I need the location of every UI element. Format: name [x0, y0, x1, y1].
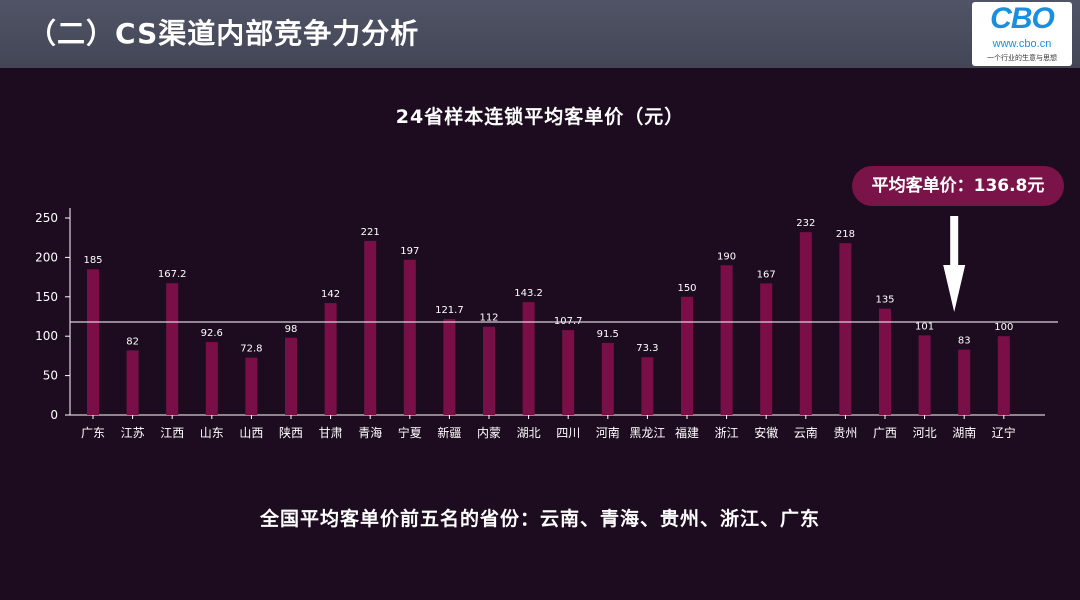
bar — [166, 283, 179, 415]
down-arrow-icon — [943, 265, 966, 312]
bar — [641, 357, 654, 415]
bar-value-label: 190 — [717, 251, 736, 262]
x-category-label: 新疆 — [437, 425, 461, 440]
x-category-label: 河南 — [596, 425, 620, 440]
bar — [879, 308, 891, 415]
x-category-label: 浙江 — [715, 426, 739, 440]
bar-value-label: 232 — [796, 218, 815, 229]
bar-value-label: 121.7 — [435, 305, 464, 316]
bar — [601, 342, 614, 415]
bar-value-label: 167.2 — [158, 269, 187, 280]
bar-value-label: 72.8 — [240, 344, 262, 355]
y-tick-label: 250 — [35, 211, 58, 225]
bar — [205, 342, 218, 415]
x-category-label: 贵州 — [833, 426, 857, 440]
y-tick-label: 150 — [35, 290, 58, 304]
average-callout: 平均客单价：136.8元 — [852, 166, 1064, 206]
x-category-label: 甘肃 — [319, 426, 343, 440]
slide-header: （二）CS渠道内部竞争力分析 CBO www.cbo.cn 一个行业的生意与思想 — [0, 0, 1080, 68]
cbo-logo: CBO www.cbo.cn 一个行业的生意与思想 — [972, 2, 1072, 66]
bar — [245, 357, 258, 415]
y-tick-label: 100 — [35, 329, 58, 343]
bar-value-label: 142 — [321, 289, 340, 300]
bar — [443, 319, 456, 415]
bar-value-label: 143.2 — [514, 288, 543, 299]
bar — [364, 240, 377, 415]
logo-mark: CBO — [990, 2, 1055, 35]
x-category-label: 辽宁 — [992, 425, 1016, 440]
slide-title: （二）CS渠道内部竞争力分析 — [28, 17, 420, 50]
bar-value-label: 167 — [757, 269, 776, 280]
chart-title: 24省样本连锁平均客单价（元） — [395, 106, 685, 128]
bar-value-label: 91.5 — [597, 329, 619, 340]
bar — [839, 243, 852, 415]
bar — [562, 330, 575, 415]
x-category-label: 安徽 — [754, 425, 778, 440]
bar-value-label: 92.6 — [201, 328, 223, 339]
x-category-label: 江西 — [160, 426, 184, 440]
logo-slogan: 一个行业的生意与思想 — [987, 54, 1057, 62]
down-arrow-shaft — [950, 216, 959, 266]
x-category-label: 陕西 — [279, 425, 303, 440]
bar — [681, 296, 693, 415]
x-category-label: 河北 — [913, 426, 937, 440]
x-category-label: 山东 — [200, 426, 224, 440]
bar-value-label: 83 — [958, 336, 971, 347]
x-category-label: 黑龙江 — [629, 426, 665, 440]
bar-value-label: 197 — [400, 246, 419, 257]
bar — [720, 265, 733, 415]
bar — [403, 259, 416, 415]
bar-value-label: 100 — [994, 322, 1013, 333]
x-category-label: 湖南 — [952, 425, 976, 440]
bar-value-label: 135 — [875, 295, 894, 306]
bar-value-label: 82 — [126, 336, 139, 347]
top-five-note: 全国平均客单价前五名的省份：云南、青海、贵州、浙江、广东 — [259, 508, 820, 530]
bar-value-label: 150 — [677, 283, 696, 294]
bar — [126, 350, 139, 415]
x-category-label: 四川 — [556, 426, 580, 440]
x-category-label: 湖北 — [517, 425, 541, 440]
bar — [997, 336, 1010, 415]
bar — [918, 335, 931, 415]
x-category-label: 青海 — [358, 425, 382, 440]
bar — [324, 303, 337, 415]
bar-value-label: 112 — [479, 313, 498, 324]
bar-value-label: 221 — [361, 227, 380, 238]
x-category-label: 山西 — [239, 426, 263, 440]
x-category-label: 宁夏 — [398, 425, 422, 440]
x-category-label: 广东 — [81, 426, 105, 440]
logo-url: www.cbo.cn — [992, 38, 1052, 50]
bar-value-label: 73.3 — [636, 343, 658, 354]
bar — [87, 269, 99, 415]
bar-value-label: 98 — [285, 324, 298, 335]
bar — [958, 349, 971, 415]
x-category-label: 福建 — [675, 425, 699, 440]
bar — [285, 337, 297, 415]
bar-value-label: 218 — [836, 229, 855, 240]
x-category-label: 内蒙 — [477, 426, 501, 440]
bar — [799, 232, 812, 415]
x-category-label: 江苏 — [121, 426, 145, 440]
x-category-label: 广西 — [873, 426, 897, 440]
bar-value-label: 101 — [915, 321, 934, 332]
bar-value-label: 185 — [83, 255, 102, 266]
x-category-label: 云南 — [794, 425, 818, 440]
y-tick-label: 0 — [50, 408, 58, 422]
bar — [760, 283, 773, 415]
y-tick-label: 200 — [35, 250, 58, 264]
bar — [483, 326, 495, 415]
y-tick-label: 50 — [43, 369, 58, 383]
bar — [522, 302, 535, 415]
